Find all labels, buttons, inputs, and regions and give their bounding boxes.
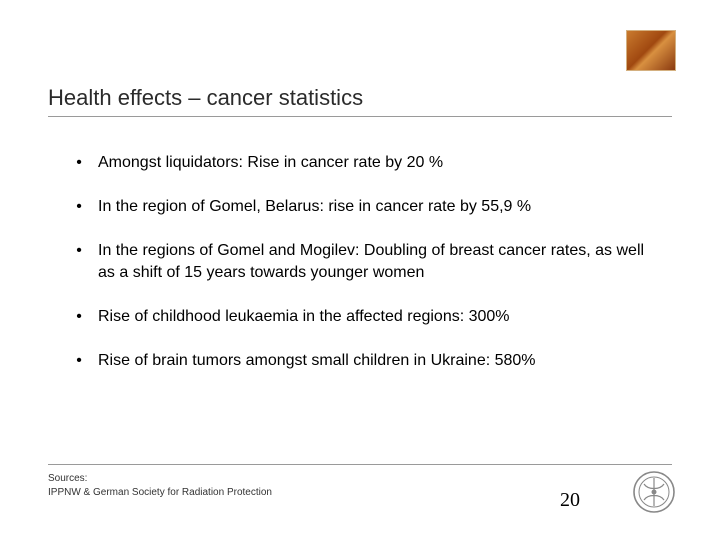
- page-number: 20: [560, 489, 580, 512]
- bullet-icon: •: [72, 196, 86, 218]
- footer-logo-icon: [632, 470, 676, 514]
- slide: Health effects – cancer statistics • Amo…: [0, 0, 720, 540]
- sources-block: Sources: IPPNW & German Society for Radi…: [48, 472, 272, 500]
- slide-title: Health effects – cancer statistics: [48, 85, 363, 111]
- list-item: • Amongst liquidators: Rise in cancer ra…: [72, 152, 652, 174]
- list-item: • Rise of brain tumors amongst small chi…: [72, 350, 652, 372]
- title-divider: [48, 116, 672, 117]
- list-item: • In the region of Gomel, Belarus: rise …: [72, 196, 652, 218]
- sources-label: Sources:: [48, 472, 272, 486]
- sources-text: IPPNW & German Society for Radiation Pro…: [48, 486, 272, 500]
- bullet-text: In the regions of Gomel and Mogilev: Dou…: [86, 240, 652, 284]
- bullet-icon: •: [72, 152, 86, 174]
- bullet-icon: •: [72, 306, 86, 328]
- bullet-icon: •: [72, 350, 86, 372]
- footer-divider: [48, 464, 672, 465]
- bullet-text: In the region of Gomel, Belarus: rise in…: [86, 196, 531, 218]
- list-item: • In the regions of Gomel and Mogilev: D…: [72, 240, 652, 284]
- bullet-text: Amongst liquidators: Rise in cancer rate…: [86, 152, 443, 174]
- list-item: • Rise of childhood leukaemia in the aff…: [72, 306, 652, 328]
- bullet-text: Rise of childhood leukaemia in the affec…: [86, 306, 510, 328]
- bullet-icon: •: [72, 240, 86, 262]
- bullet-list: • Amongst liquidators: Rise in cancer ra…: [72, 152, 652, 394]
- header-image: [626, 30, 676, 71]
- bullet-text: Rise of brain tumors amongst small child…: [86, 350, 536, 372]
